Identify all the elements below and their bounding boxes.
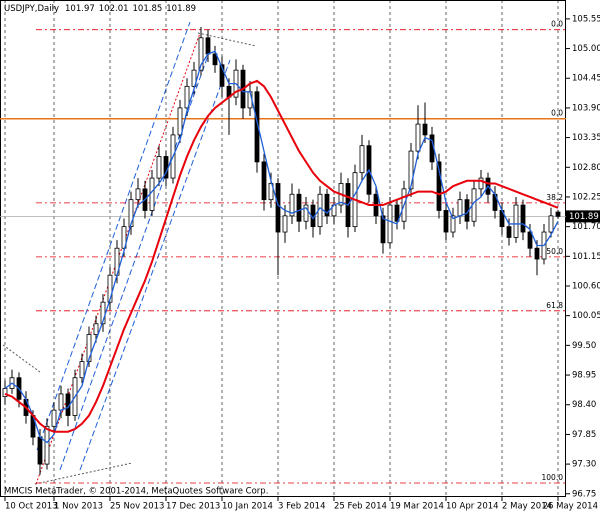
channel-line — [36, 21, 191, 451]
candle-body — [93, 323, 99, 335]
last-price-label: 101.89 — [569, 212, 599, 222]
candle-body — [303, 204, 309, 222]
candle-body — [296, 193, 302, 222]
y-tick-label: 97.30 — [572, 460, 596, 470]
y-tick-label: 103.90 — [572, 103, 600, 113]
candle-body — [177, 107, 183, 136]
candle-body — [513, 204, 519, 238]
candle-body — [261, 161, 267, 201]
y-tick-label: 100.05 — [572, 311, 600, 321]
candle-body — [212, 53, 218, 66]
candle-body — [205, 37, 211, 55]
footer: MMCIS MetaTrader, © 2001-2014, MetaQuote… — [4, 487, 268, 497]
y-tick-label: 104.45 — [572, 74, 600, 84]
candle-body — [415, 123, 421, 152]
chart-header: USDJPY,Daily 101.97 102.01 101.85 101.89 — [4, 4, 196, 14]
candle-body — [254, 91, 260, 163]
candle-body — [527, 231, 533, 249]
candle-body — [457, 199, 463, 217]
candle-body — [156, 156, 162, 179]
moving-average — [4, 50, 559, 444]
candle-body — [198, 37, 204, 71]
close-value: 101.89 — [166, 4, 196, 14]
x-tick-label: 19 Mar 2014 — [390, 502, 444, 512]
x-tick-label: 10 Apr 2014 — [446, 502, 499, 512]
y-tick-label: 99.50 — [572, 341, 596, 351]
x-tick-label: 26 May 2014 — [543, 502, 598, 512]
candle-body — [506, 226, 512, 238]
y-tick-label: 102.80 — [572, 163, 600, 173]
candle-body — [275, 183, 281, 233]
candle-body — [107, 274, 113, 303]
candle-body — [219, 64, 225, 87]
x-tick-label: 10 Oct 2013 — [5, 502, 58, 512]
candle-body — [555, 211, 561, 217]
x-tick-label: 25 Nov 2013 — [110, 502, 164, 512]
y-tick-label: 101.15 — [572, 252, 600, 262]
high-value: 102.01 — [99, 4, 129, 14]
fibo-label: 0.0 — [551, 20, 563, 29]
x-tick-label: 3 Feb 2014 — [278, 502, 326, 512]
x-tick-label: 25 Feb 2014 — [334, 502, 387, 512]
fibo-label: 50.0 — [546, 247, 563, 256]
candle-body — [79, 361, 85, 379]
candle-body — [436, 161, 442, 211]
symbol: USDJPY,Daily — [4, 4, 59, 14]
y-tick-label: 97.85 — [572, 430, 596, 440]
candle-body — [51, 409, 57, 427]
open-value: 101.97 — [65, 4, 95, 14]
candle-body — [548, 215, 554, 233]
candle-body — [520, 204, 526, 233]
y-tick-label: 96.75 — [572, 489, 596, 499]
candle-body — [135, 188, 141, 201]
x-tick-label: 1 Nov 2013 — [54, 502, 103, 512]
candle-body — [289, 193, 295, 217]
candle-body — [394, 204, 400, 222]
candle-body — [184, 85, 190, 109]
candle-body — [443, 210, 449, 233]
candle-body — [121, 226, 127, 249]
level-label: 0.0 — [551, 109, 563, 118]
candle-body — [534, 247, 540, 260]
y-tick-label: 105.00 — [572, 44, 600, 54]
candle-body — [268, 183, 274, 201]
low-value: 101.85 — [133, 4, 163, 14]
candle-body — [387, 204, 393, 244]
y-tick-label: 102.25 — [572, 192, 600, 202]
x-tick-label: 17 Dec 2013 — [166, 502, 220, 512]
candle-body — [37, 436, 43, 465]
candle-body — [86, 334, 92, 362]
y-tick-label: 101.70 — [572, 222, 600, 232]
plot-frame — [0, 0, 566, 497]
candle-body — [408, 150, 414, 190]
fibo-label: 100.0 — [542, 473, 564, 482]
fibo-label: 61.8 — [546, 301, 563, 310]
y-tick-label: 98.40 — [572, 400, 596, 410]
candle-body — [478, 177, 484, 190]
last-price-box — [566, 210, 600, 223]
y-tick-label: 105.55 — [572, 14, 600, 24]
trend-line — [34, 462, 133, 485]
y-tick-label: 100.60 — [572, 282, 600, 292]
x-tick-label: 10 Jan 2014 — [222, 502, 273, 512]
fibo-label: 38.2 — [546, 193, 563, 202]
candle-body — [282, 215, 288, 233]
candle-body — [44, 425, 50, 465]
candle-body — [450, 215, 456, 233]
y-tick-label: 98.95 — [572, 371, 596, 381]
candle-body — [191, 69, 197, 87]
candle-body — [324, 193, 330, 217]
y-tick-label: 103.35 — [572, 133, 600, 143]
candle-body — [422, 123, 428, 136]
candle-body — [128, 199, 134, 228]
candle-body — [58, 393, 64, 411]
moving-average — [4, 79, 559, 433]
channel-line — [79, 59, 231, 471]
x-tick-label: 2 May 2014 — [502, 502, 552, 512]
candle-body — [380, 215, 386, 244]
candle-body — [359, 145, 365, 174]
candle-body — [149, 177, 155, 211]
